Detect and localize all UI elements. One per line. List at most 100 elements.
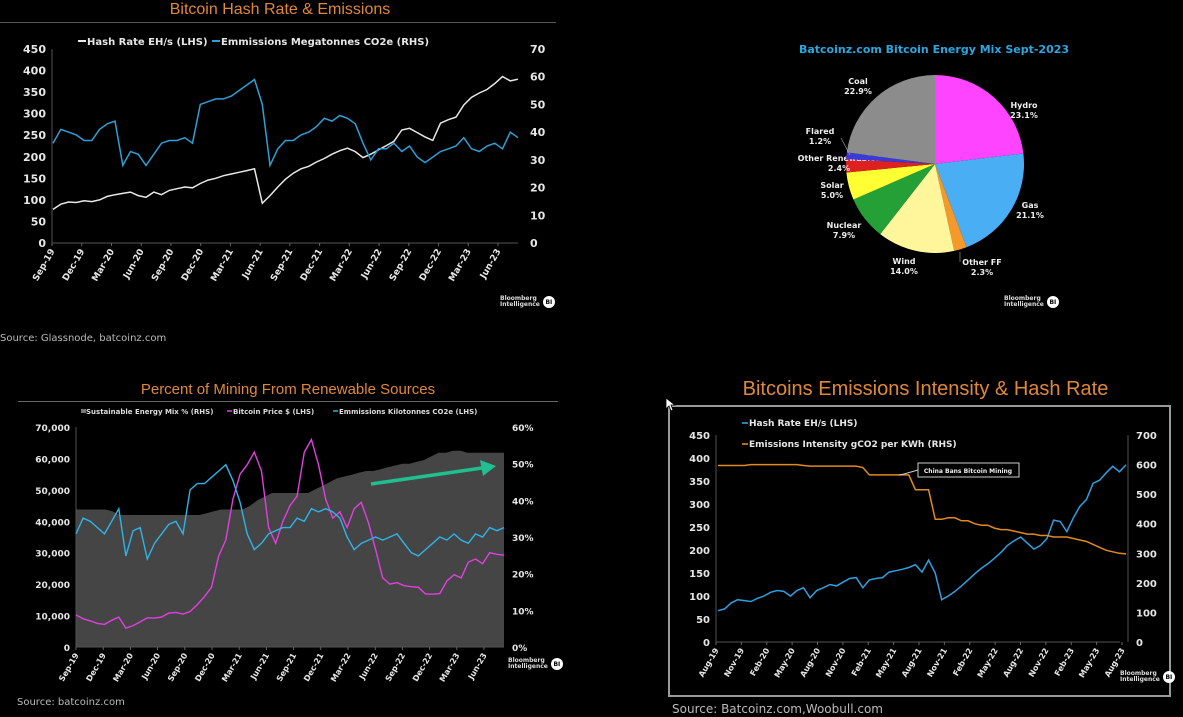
x-tick-label: Nov-21 — [925, 646, 949, 678]
y-left-tick-label: 200 — [23, 151, 46, 164]
pie-value: 2.3% — [971, 268, 993, 277]
series-line — [717, 464, 1127, 612]
pie-label: Other Renewables — [798, 154, 881, 163]
brand-line1: Bloomberg — [1004, 295, 1041, 302]
x-tick-label: Mar-20 — [91, 248, 118, 284]
legend-label: Bitcoin Price $ (LHS) — [233, 408, 314, 416]
x-tick-label: Nov-19 — [722, 646, 746, 678]
energy-mix-panel: Batcoinz.com Bitcoin Energy Mix Sept-202… — [740, 30, 1140, 330]
y-right-tick-label: 30 — [530, 154, 546, 167]
mouse-pointer-icon — [666, 398, 676, 412]
y-right-tick-label: 20 — [530, 182, 546, 195]
y-left-tick-label: 60,000 — [35, 455, 70, 465]
x-tick-label: Jun-22 — [357, 652, 380, 682]
trend-arrow-shaft — [370, 466, 483, 486]
x-tick-label: Mar-22 — [328, 248, 355, 284]
pie-slice — [846, 164, 935, 200]
x-tick-label: Mar-22 — [329, 652, 353, 684]
series-line — [52, 75, 519, 211]
pie-label: Wind — [893, 257, 916, 266]
y-right-tick-label: 30% — [512, 534, 534, 544]
trend-arrow-head — [480, 460, 496, 476]
y-right-tick-label: 70 — [530, 43, 546, 56]
y-left-tick-label: 50 — [696, 615, 710, 626]
legend-label: Sustainable Energy Mix % (RHS) — [86, 408, 213, 416]
x-tick-label: Jun-21 — [240, 248, 265, 282]
brand-line2: Intelligence — [1004, 301, 1044, 308]
pie-value: 22.9% — [844, 87, 872, 96]
y-right-tick-label: 500 — [1136, 490, 1157, 501]
chart-frame — [668, 405, 1171, 697]
x-tick-label: Dec-21 — [299, 248, 325, 283]
y-left-tick-label: 0 — [64, 644, 70, 654]
y-left-tick-label: 10,000 — [35, 613, 70, 623]
renewable-percent-chart: 0 10,000 20,000 30,000 40,000 50,000 60,000 70,… — [35, 408, 534, 684]
x-tick-label: Feb-21 — [850, 646, 873, 678]
pie-title: Batcoinz.com Bitcoin Energy Mix Sept-202… — [799, 43, 1069, 56]
hashrate-emissions-panel: Bitcoin Hash Rate & Emissions 0 50 100 150 2… — [0, 0, 560, 350]
legend-label: Emmissions Kilotonnes CO2e (LHS) — [339, 408, 477, 416]
pie-value: 23.1% — [1010, 111, 1038, 120]
y-left-tick-label: 40,000 — [35, 518, 70, 528]
x-tick-label: May-21 — [874, 646, 898, 679]
x-tick-label: Jun-20 — [140, 651, 163, 682]
x-tick-label: Feb-23 — [1053, 647, 1076, 678]
bloomberg-logo: Bloomberg Intelligence BI — [1120, 671, 1175, 683]
pie-slice — [880, 164, 955, 253]
intensity-hashrate-chart: 0 50 100 150 200 250 300 350 400 450 0 100 200 300 400… — [689, 419, 1157, 680]
y-left-tick-label: 100 — [689, 592, 710, 603]
x-tick-label: Sep-22 — [384, 652, 407, 684]
y-left-tick-label: 400 — [23, 65, 46, 78]
x-tick-label: Mar-21 — [220, 651, 244, 683]
y-left-tick-label: 70,000 — [35, 424, 70, 434]
y-left-tick-label: 350 — [23, 86, 46, 99]
pie-slice — [845, 159, 935, 173]
pie-label: Flared — [806, 127, 835, 136]
hashrate-emissions-chart: 0 50 100 150 200 250 300 350 400 450 0 10 20 30 40 50 60… — [23, 37, 546, 284]
legend-label: Emmissions Megatonnes CO2e (RHS) — [221, 37, 429, 48]
bi-badge-icon: BI — [1162, 671, 1175, 683]
x-tick-label: Jun-21 — [248, 651, 271, 682]
pie-label: Coal — [848, 77, 868, 86]
pie-slice — [846, 75, 935, 164]
x-tick-label: Dec-22 — [411, 652, 434, 684]
x-tick-label: Aug-22 — [1001, 647, 1025, 679]
chart-title: Percent of Mining From Renewable Sources — [140, 381, 436, 398]
x-tick-label: Jun-23 — [478, 248, 503, 282]
y-left-tick-label: 50,000 — [35, 487, 70, 497]
x-tick-label: Mar-21 — [209, 248, 236, 284]
brand-line2: Intelligence — [500, 301, 540, 308]
y-right-tick-label: 0 — [1136, 638, 1143, 649]
x-tick-label: Feb-22 — [951, 647, 974, 678]
y-right-tick-label: 0% — [512, 644, 527, 654]
y-left-tick-label: 50 — [31, 215, 47, 228]
y-right-tick-label: 600 — [1136, 461, 1157, 472]
x-tick-label: May-23 — [1077, 647, 1101, 680]
pie-value: 21.1% — [1016, 211, 1044, 220]
brand-line1: Bloomberg — [1120, 670, 1157, 677]
y-right-tick-label: 300 — [1136, 549, 1157, 560]
x-tick-label: Mar-23 — [447, 248, 474, 284]
intensity-hashrate-panel: Bitcoins Emissions Intensity & Hash Rate… — [668, 372, 1183, 717]
title-rule — [0, 22, 556, 23]
y-right-tick-label: 50% — [512, 461, 534, 471]
x-tick-label: Jun-20 — [121, 248, 146, 282]
y-left-tick-label: 0 — [38, 237, 46, 250]
y-left-tick-label: 200 — [689, 546, 710, 557]
pie-value: 5.0% — [821, 191, 843, 200]
y-right-tick-label: 40% — [512, 497, 534, 507]
y-left-tick-label: 300 — [23, 108, 46, 121]
x-tick-label: Sep-19 — [57, 651, 81, 683]
y-left-tick-label: 100 — [23, 194, 46, 207]
y-right-tick-label: 0 — [530, 237, 538, 250]
source-note: Source: batcoinz.com — [17, 697, 125, 708]
x-tick-label: May-20 — [773, 646, 797, 679]
series-area — [76, 450, 504, 647]
y-right-tick-label: 200 — [1136, 579, 1157, 590]
y-right-tick-label: 20% — [512, 571, 534, 581]
pie-slice — [935, 75, 1024, 164]
series-line — [52, 78, 519, 169]
source-note: Source: Batcoinz.com,Woobull.com — [672, 702, 883, 716]
bi-badge-icon: BI — [1046, 296, 1059, 308]
series-line — [75, 437, 505, 629]
